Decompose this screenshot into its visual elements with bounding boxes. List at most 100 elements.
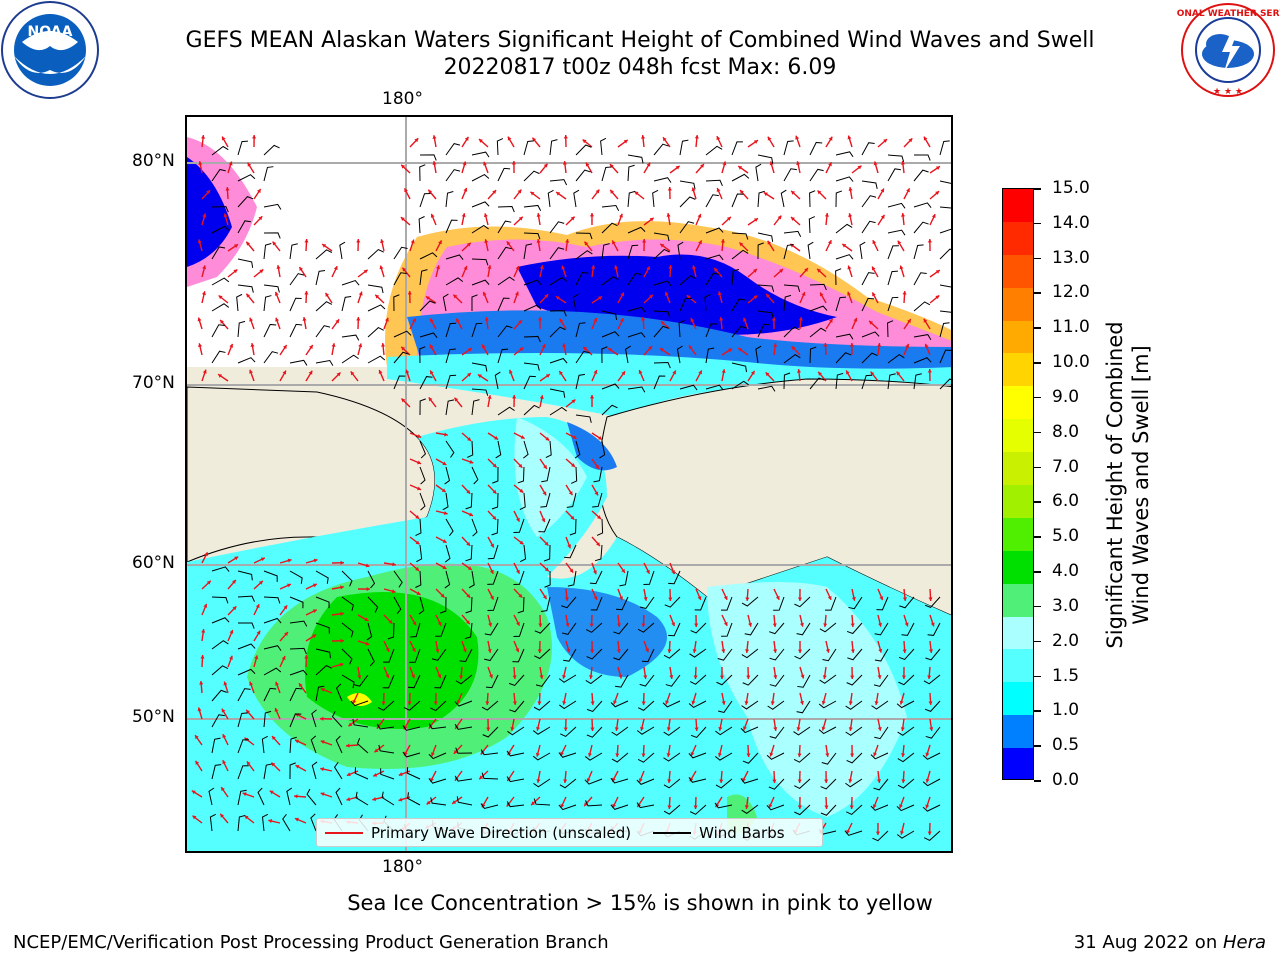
wave-direction-arrowhead xyxy=(200,655,205,659)
wind-barb xyxy=(237,739,249,754)
wind-barb xyxy=(211,596,229,604)
wind-barb xyxy=(549,247,565,260)
wind-barb xyxy=(211,689,227,702)
wind-barb xyxy=(575,373,586,390)
wind-barb xyxy=(590,596,603,611)
wind-barb xyxy=(519,492,526,511)
wind-barb xyxy=(434,674,447,689)
wave-direction-arrowhead xyxy=(825,648,830,653)
wind-barb xyxy=(575,232,593,240)
wave-direction-arrowhead xyxy=(282,370,287,375)
wave-direction-arrowhead xyxy=(750,370,755,375)
wave-direction-arrowhead xyxy=(665,700,670,705)
wind-barb xyxy=(596,518,604,536)
wave-direction-arrowhead xyxy=(284,632,288,636)
wind-barb xyxy=(924,700,941,712)
wind-barb xyxy=(289,762,296,780)
wind-barb xyxy=(601,276,619,286)
wave-direction-arrowhead xyxy=(544,294,549,299)
wave-direction-arrowhead xyxy=(559,370,564,375)
wave-direction-arrowhead xyxy=(539,395,544,400)
wave-direction-arrowhead xyxy=(897,240,902,245)
wind-barb xyxy=(794,648,811,660)
wave-direction-arrowhead xyxy=(902,597,907,601)
wave-direction-arrowhead xyxy=(902,649,907,653)
wave-direction-arrowhead xyxy=(697,213,702,218)
colorbar-tick-label: 9.0 xyxy=(1052,386,1080,407)
legend-label-wind-barbs: Wind Barbs xyxy=(699,823,785,842)
wind-barb xyxy=(613,622,629,635)
wave-direction-arrowhead xyxy=(848,727,853,731)
wave-direction-arrowhead xyxy=(901,753,906,757)
colorbar-tick-label: 13.0 xyxy=(1052,247,1090,268)
wind-barb xyxy=(887,353,905,364)
footer-date: 31 Aug 2022 on Hera xyxy=(1074,932,1266,953)
wave-direction-arrowhead xyxy=(392,562,396,567)
wave-direction-arrowhead xyxy=(401,398,406,403)
wind-barb xyxy=(653,280,672,287)
wave-direction-arrowhead xyxy=(675,165,680,170)
wind-barb xyxy=(796,622,811,636)
wind-barb xyxy=(237,220,251,234)
wave-direction-arrowhead xyxy=(366,587,370,592)
wind-barb xyxy=(913,357,932,364)
wind-barb xyxy=(237,622,255,629)
wave-direction-arrowhead xyxy=(560,803,565,808)
wave-direction-arrowhead xyxy=(850,753,855,757)
wave-direction-arrowhead xyxy=(847,291,852,296)
wave-direction-arrowhead xyxy=(466,593,471,598)
colorbar-tickmark xyxy=(1034,710,1041,712)
wave-direction-arrowhead xyxy=(901,779,906,783)
wind-barb xyxy=(783,284,801,292)
wind-barb xyxy=(679,275,697,286)
wave-direction-arrowhead xyxy=(669,675,674,679)
wave-direction-arrowhead xyxy=(492,489,497,494)
wind-barb xyxy=(506,776,525,783)
wind-barb xyxy=(454,775,473,782)
wind-barb xyxy=(237,258,254,268)
wind-barb xyxy=(575,169,591,182)
wind-barb xyxy=(731,362,748,373)
wind-barb xyxy=(653,325,669,338)
wind-barb xyxy=(471,322,483,338)
wave-direction-arrowhead xyxy=(545,436,550,441)
wind-barb xyxy=(627,226,646,234)
wave-direction-arrowhead xyxy=(229,343,234,348)
wind-barb xyxy=(547,189,554,208)
wave-direction-arrowhead xyxy=(430,318,434,323)
wind-barb xyxy=(653,143,669,156)
wind-barb xyxy=(540,596,551,612)
wave-direction-arrowhead xyxy=(466,489,471,494)
wind-barb xyxy=(679,221,695,234)
wind-barb xyxy=(586,700,603,713)
wind-barb xyxy=(263,645,282,651)
wave-direction-arrowhead xyxy=(202,213,207,218)
colorbar-tickmark xyxy=(1034,188,1041,190)
wind-barb xyxy=(339,241,346,260)
wind-barb xyxy=(289,620,308,627)
wave-direction-arrowhead xyxy=(304,239,309,243)
wind-barb xyxy=(393,294,400,312)
wave-direction-arrowhead xyxy=(545,374,550,378)
wind-barb xyxy=(513,518,525,533)
colorbar-tickmark xyxy=(1034,466,1041,469)
wave-direction-arrowhead xyxy=(320,767,325,772)
wind-barb xyxy=(471,294,478,312)
wind-barb xyxy=(601,204,620,212)
wave-direction-arrowhead xyxy=(510,727,515,731)
wave-direction-arrowhead xyxy=(202,369,207,374)
wind-barb xyxy=(939,349,951,364)
wind-barb xyxy=(876,596,889,611)
wind-barb xyxy=(913,334,932,340)
lon-label-top: 180° xyxy=(382,89,423,109)
wind-barb xyxy=(767,700,785,710)
wind-barb xyxy=(820,778,837,790)
wind-barb xyxy=(887,296,899,312)
wave-direction-arrowhead xyxy=(800,674,805,679)
wind-barb xyxy=(209,813,216,832)
wave-direction-arrowhead xyxy=(899,265,904,270)
wave-direction-arrowhead xyxy=(562,161,568,165)
wave-direction-arrowhead xyxy=(598,435,603,440)
wind-barb xyxy=(561,622,577,635)
wind-barb xyxy=(783,326,800,338)
